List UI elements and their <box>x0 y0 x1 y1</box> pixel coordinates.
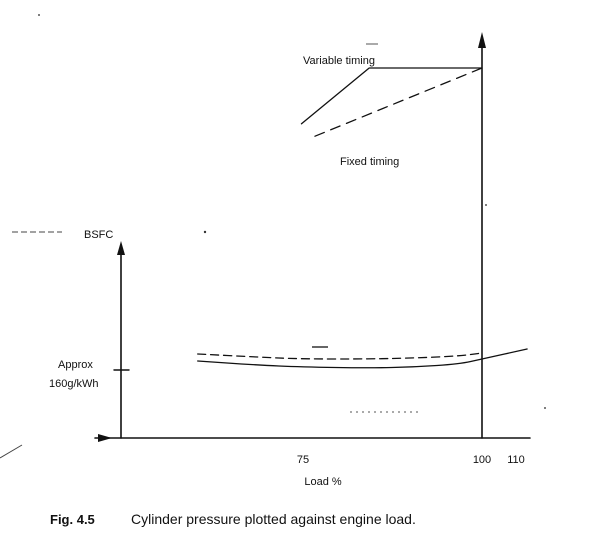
load-axis-arrow <box>98 434 112 442</box>
scan-mark <box>544 407 546 409</box>
variable-timing-label: Variable timing <box>303 55 375 67</box>
variable-timing-line <box>300 67 483 125</box>
x-tick-label-100: 100 <box>473 454 491 466</box>
scan-mark <box>0 444 23 459</box>
fixed-timing-line <box>314 67 483 137</box>
bsfc-curve-dashed <box>197 352 483 360</box>
bsfc-tick-label-line2: 160g/kWh <box>49 378 99 390</box>
scan-mark <box>38 14 40 16</box>
figure-caption-number: Fig. 4.5 <box>50 512 95 527</box>
scan-mark <box>485 204 487 206</box>
bsfc-axis-arrow <box>117 241 125 255</box>
pressure-axis-arrow <box>478 32 486 48</box>
figure-caption-text: Cylinder pressure plotted against engine… <box>131 511 416 527</box>
fixed-timing-label: Fixed timing <box>340 156 399 168</box>
scan-mark <box>203 230 207 234</box>
x-tick-label-75: 75 <box>297 454 309 466</box>
x-tick-label-110: 110 <box>507 454 525 466</box>
x-axis-label: Load % <box>304 476 342 488</box>
bsfc-curve-solid <box>197 348 528 369</box>
bsfc-tick-label-line1: Approx <box>58 359 93 371</box>
bsfc-axis-label: BSFC <box>84 229 113 241</box>
